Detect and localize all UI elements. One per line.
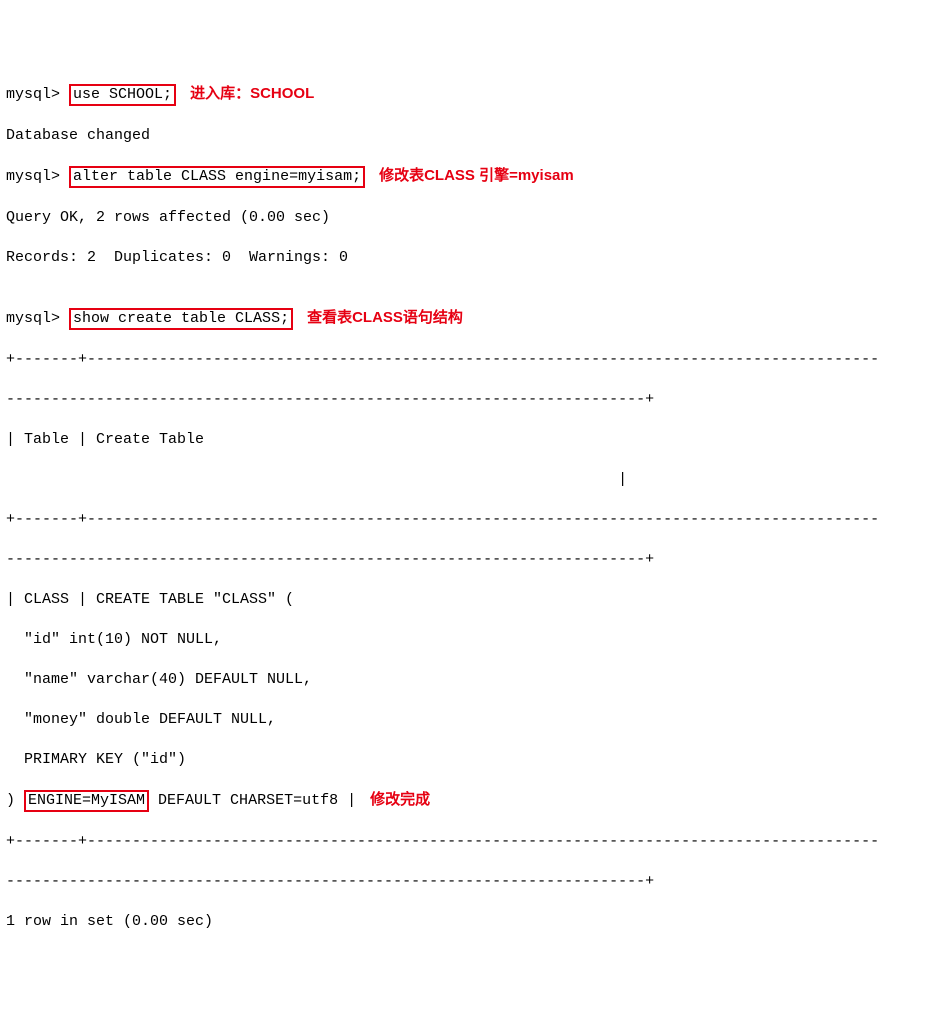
sep-1: +-------+-------------------------------… xyxy=(6,350,935,370)
hdr: | Table | Create Table xyxy=(6,430,935,450)
row-3: "name" varchar(40) DEFAULT NULL, xyxy=(6,670,935,690)
row-6b: DEFAULT CHARSET=utf8 | xyxy=(149,792,356,809)
row-6a: ) xyxy=(6,792,24,809)
cmd-alter: alter table CLASS engine=myisam; xyxy=(69,166,365,188)
row-4: "money" double DEFAULT NULL, xyxy=(6,710,935,730)
out-records: Records: 2 Duplicates: 0 Warnings: 0 xyxy=(6,248,935,268)
annot-done: 修改完成 xyxy=(370,790,430,810)
line-use: mysql> use SCHOOL; 进入库：SCHOOL xyxy=(6,84,935,106)
line-show: mysql> show create table CLASS; 查看表CLASS语… xyxy=(6,308,935,330)
prompt: mysql> xyxy=(6,86,60,103)
annot-show: 查看表CLASS语句结构 xyxy=(307,308,463,328)
prompt: mysql> xyxy=(6,168,60,185)
annot-use: 进入库：SCHOOL xyxy=(190,84,314,104)
sep-2-end: ----------------------------------------… xyxy=(6,550,935,570)
annot-alter: 修改表CLASS 引擎=myisam xyxy=(379,166,574,186)
engine-box: ENGINE=MyISAM xyxy=(24,790,149,812)
prompt: mysql> xyxy=(6,310,60,327)
cmd-use: use SCHOOL; xyxy=(69,84,176,106)
sep-1-end: ----------------------------------------… xyxy=(6,390,935,410)
out-db-changed: Database changed xyxy=(6,126,935,146)
hdr-end: | xyxy=(6,470,935,490)
out-query-ok: Query OK, 2 rows affected (0.00 sec) xyxy=(6,208,935,228)
row-2: "id" int(10) NOT NULL, xyxy=(6,630,935,650)
row-5: PRIMARY KEY ("id") xyxy=(6,750,935,770)
cmd-show: show create table CLASS; xyxy=(69,308,293,330)
sep-2: +-------+-------------------------------… xyxy=(6,510,935,530)
rows-in-set: 1 row in set (0.00 sec) xyxy=(6,912,935,932)
sep-3: +-------+-------------------------------… xyxy=(6,832,935,852)
row-1: | CLASS | CREATE TABLE "CLASS" ( xyxy=(6,590,935,610)
line-alter: mysql> alter table CLASS engine=myisam; 修… xyxy=(6,166,935,188)
row-6: ) ENGINE=MyISAM DEFAULT CHARSET=utf8 | 修改… xyxy=(6,790,935,812)
sep-3-end: ----------------------------------------… xyxy=(6,872,935,892)
